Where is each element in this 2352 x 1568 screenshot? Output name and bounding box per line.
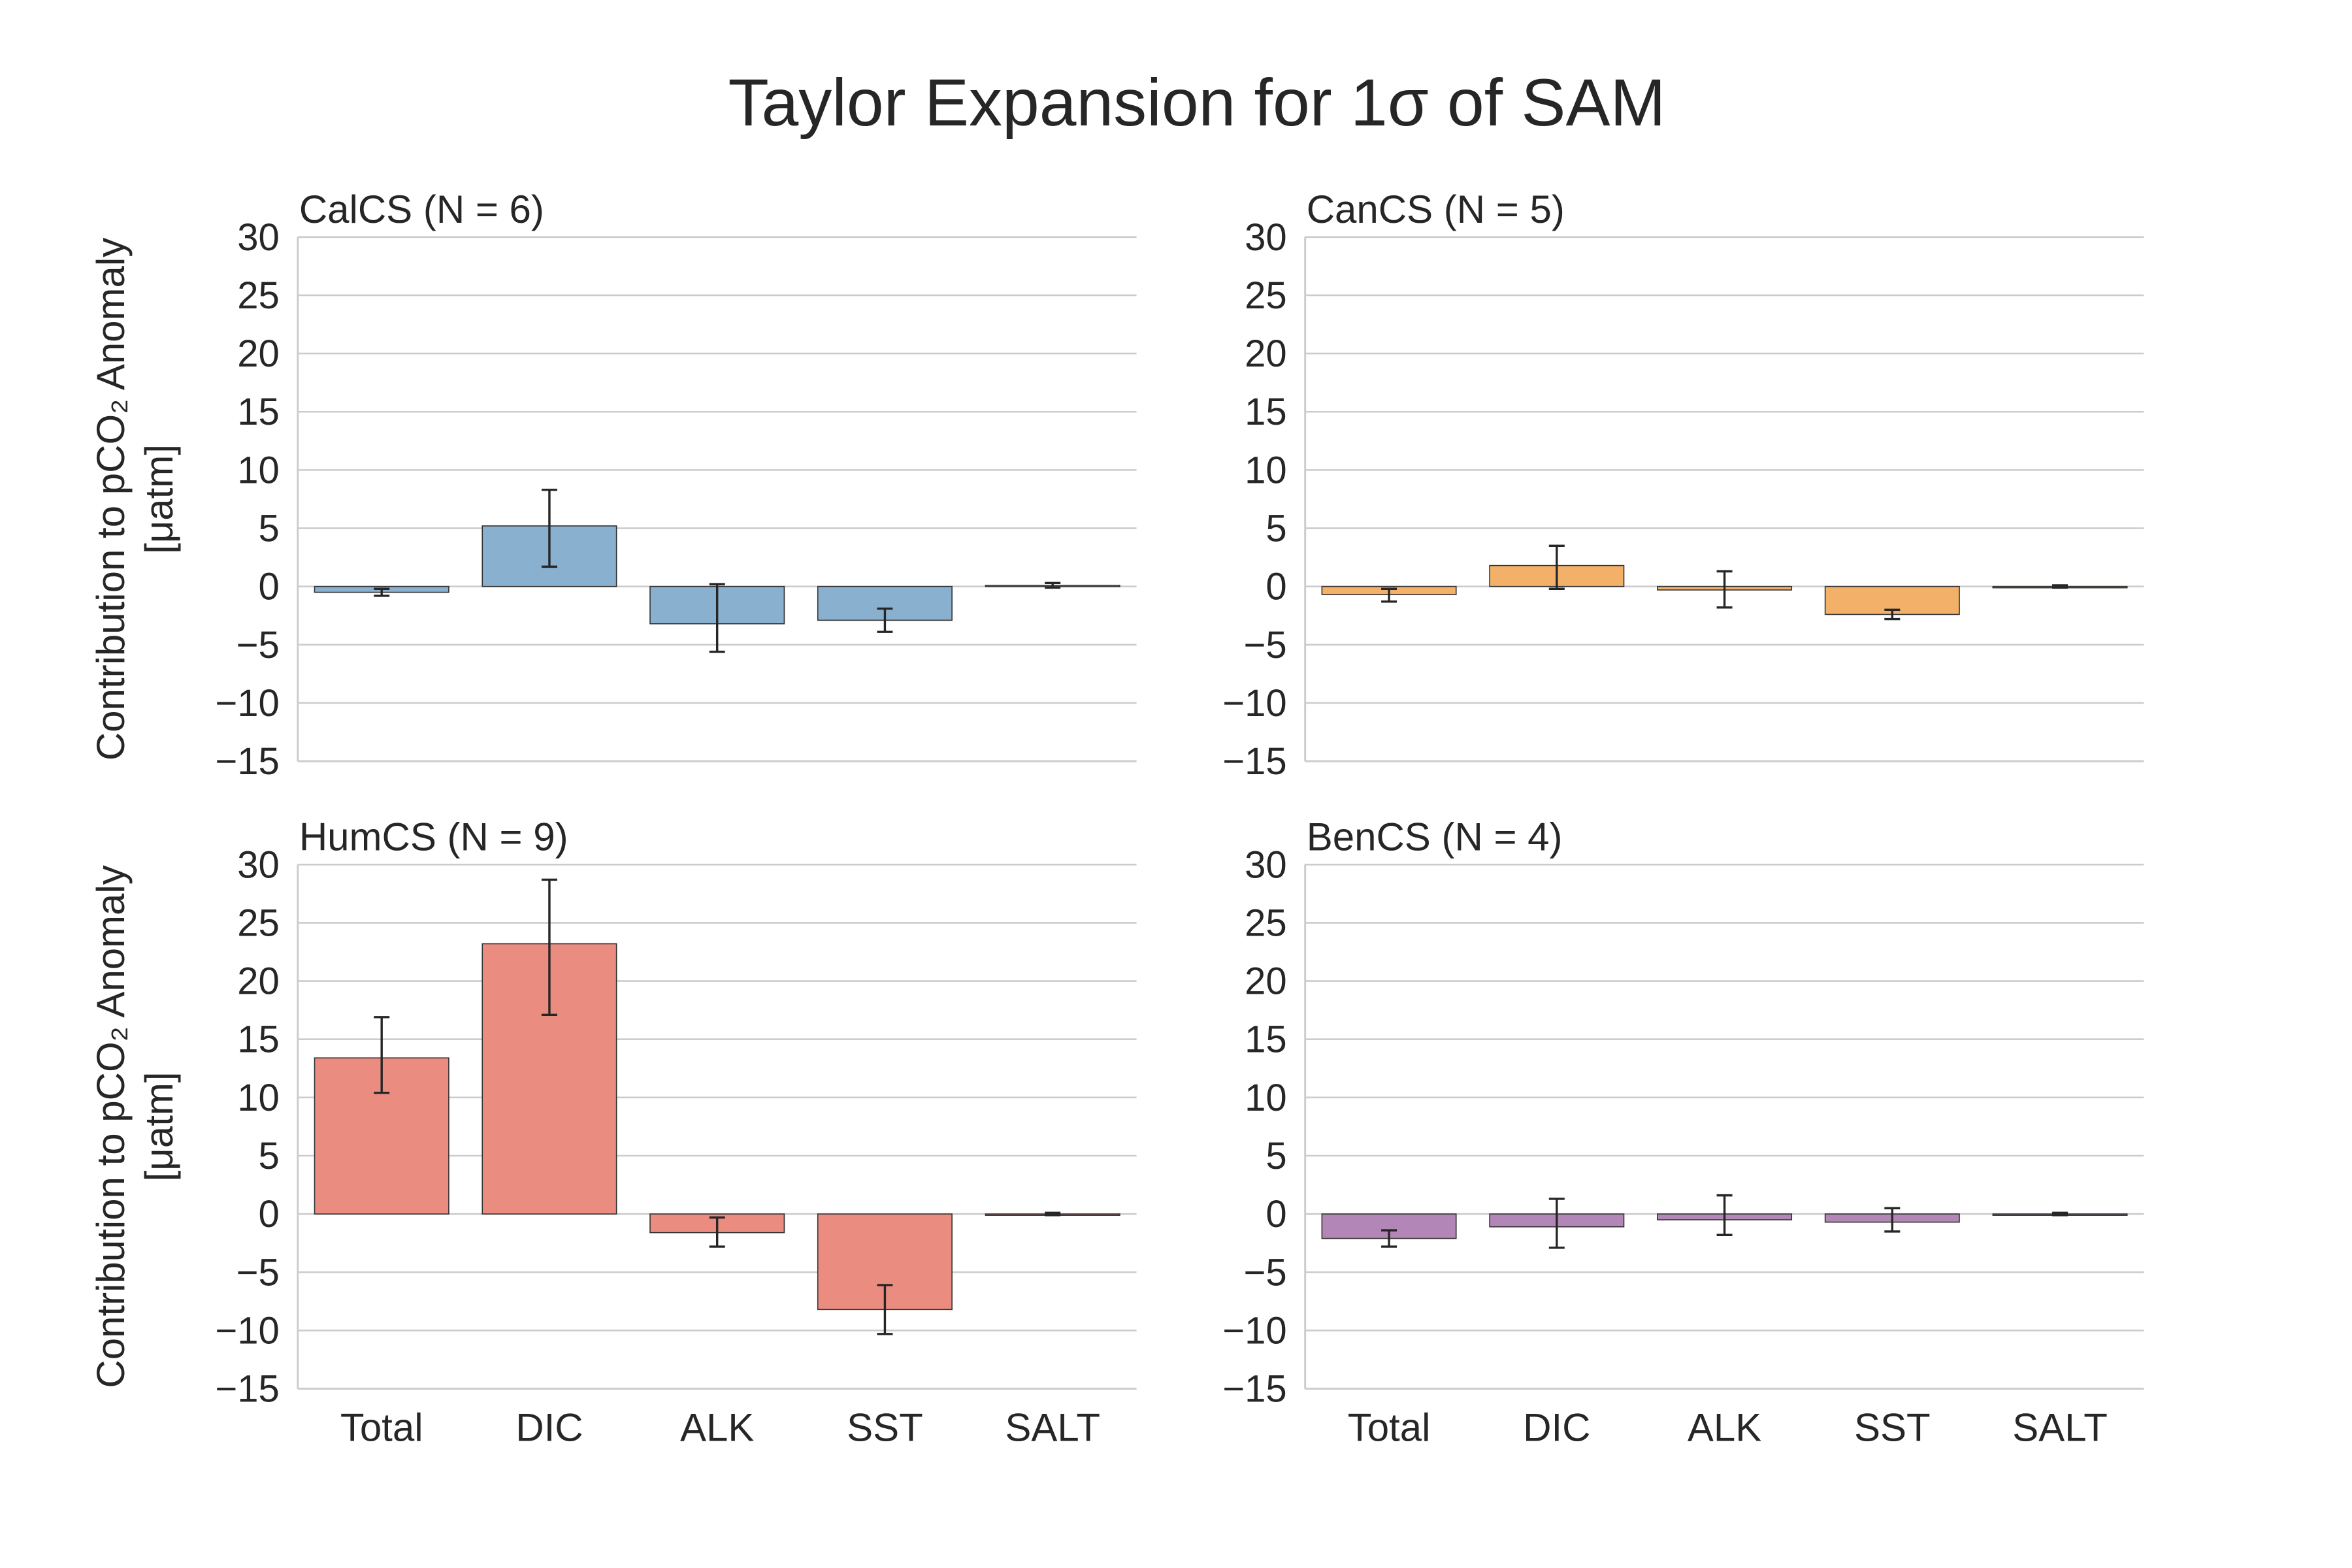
y-tick-label: 10: [237, 449, 280, 491]
error-bar: [1045, 581, 1061, 589]
error-bar: [374, 587, 390, 597]
y-tick-label: 25: [1245, 274, 1287, 317]
panel-4: 30 25 20 15 10 5 0 −5 −10 −15 Total DIC ALK SST SALT Be…: [1222, 815, 2144, 1450]
error-bar: [1548, 544, 1565, 590]
y-tick-label: −5: [237, 624, 280, 666]
error-bar: [2052, 1211, 2068, 1217]
x-tick-label: SST: [847, 1406, 923, 1450]
y-tick-label: 0: [1266, 566, 1286, 608]
error-bar: [1548, 1198, 1565, 1249]
figure-title: Taylor Expansion for 1σ of SAM: [728, 65, 1666, 140]
x-tick-label: DIC: [515, 1406, 583, 1450]
panel-2: 30 25 20 15 10 5 0 −5 −10 −15 CanCS (N = 5): [1222, 188, 2144, 783]
y-tick-label: 15: [237, 391, 280, 433]
x-tick-label: ALK: [1688, 1406, 1761, 1450]
y-tick-label: 0: [1266, 1193, 1286, 1235]
y-tick-label: −15: [1222, 740, 1286, 783]
error-bar: [374, 1016, 390, 1094]
x-tick-label: Total: [1348, 1406, 1431, 1450]
y-tick-label: 5: [1266, 508, 1286, 550]
y-tick-label: −15: [1222, 1368, 1286, 1411]
x-tick-label: SALT: [2012, 1406, 2108, 1450]
error-bar: [541, 878, 557, 1016]
error-bar: [1381, 1229, 1397, 1248]
x-tick-label: DIC: [1523, 1406, 1590, 1450]
error-bar: [709, 583, 725, 653]
y-axis-label: Contribution to pCO₂ Anomaly [μatm]: [89, 865, 181, 1388]
y-tick-label: −5: [237, 1251, 280, 1294]
panel-3: 30 25 20 15 10 5 0 −5 −10 −15 Total DIC ALK SST SALT Hu…: [89, 815, 1137, 1450]
error-bar: [1381, 587, 1397, 603]
x-tick-label: ALK: [680, 1406, 754, 1450]
error-bar: [709, 1216, 725, 1248]
y-tick-label: 20: [237, 960, 280, 1003]
y-tick-label: −10: [215, 682, 279, 725]
error-bar: [1884, 608, 1901, 621]
y-tick-label: 5: [259, 1135, 280, 1177]
y-tick-label: −10: [215, 1309, 279, 1352]
y-tick-label: 0: [259, 1193, 280, 1235]
error-bar: [1716, 570, 1733, 609]
error-bar: [541, 488, 557, 568]
y-tick-label: 30: [237, 843, 280, 886]
error-bar: [877, 607, 893, 633]
y-tick-label: 5: [259, 508, 280, 550]
y-tick-label: 10: [237, 1077, 280, 1119]
y-tick-label: 20: [1245, 960, 1287, 1003]
y-tick-label: −5: [1244, 624, 1287, 666]
panel-title: CanCS (N = 5): [1307, 188, 1565, 231]
y-tick-label: 30: [1245, 216, 1287, 259]
y-tick-label: 30: [237, 216, 280, 259]
y-tick-label: −5: [1244, 1251, 1287, 1294]
y-tick-label: 10: [1245, 1077, 1287, 1119]
error-bar: [1045, 1211, 1061, 1217]
y-tick-label: 5: [1266, 1135, 1286, 1177]
panel-title: CalCS (N = 6): [299, 188, 544, 231]
panel-1: 30 25 20 15 10 5 0 −5 −10 −15 CalCS (N = 6) Contrib…: [89, 188, 1137, 783]
panel-title: HumCS (N = 9): [299, 815, 568, 858]
y-tick-label: 20: [1245, 333, 1287, 375]
error-bar: [1716, 1194, 1733, 1236]
y-tick-label: 25: [1245, 902, 1287, 944]
panel-title: BenCS (N = 4): [1307, 815, 1563, 858]
error-bar: [2052, 584, 2068, 589]
y-tick-label: 0: [259, 566, 280, 608]
y-tick-label: 30: [1245, 843, 1287, 886]
y-tick-label: 15: [1245, 1019, 1287, 1061]
error-bar: [1884, 1207, 1901, 1233]
y-tick-label: 25: [237, 902, 280, 944]
y-axis-label: Contribution to pCO₂ Anomaly [μatm]: [89, 238, 181, 760]
y-tick-label: −10: [1222, 1309, 1286, 1352]
x-tick-label: SST: [1854, 1406, 1931, 1450]
error-bar: [877, 1284, 893, 1335]
x-tick-label: SALT: [1005, 1406, 1100, 1450]
x-tick-label: Total: [340, 1406, 423, 1450]
y-tick-label: 15: [1245, 391, 1287, 433]
y-tick-label: −15: [215, 1368, 279, 1411]
y-tick-label: −15: [215, 740, 279, 783]
y-tick-label: 15: [237, 1019, 280, 1061]
y-tick-label: 25: [237, 274, 280, 317]
y-tick-label: 10: [1245, 449, 1287, 491]
y-tick-label: −10: [1222, 682, 1286, 725]
y-tick-label: 20: [237, 333, 280, 375]
